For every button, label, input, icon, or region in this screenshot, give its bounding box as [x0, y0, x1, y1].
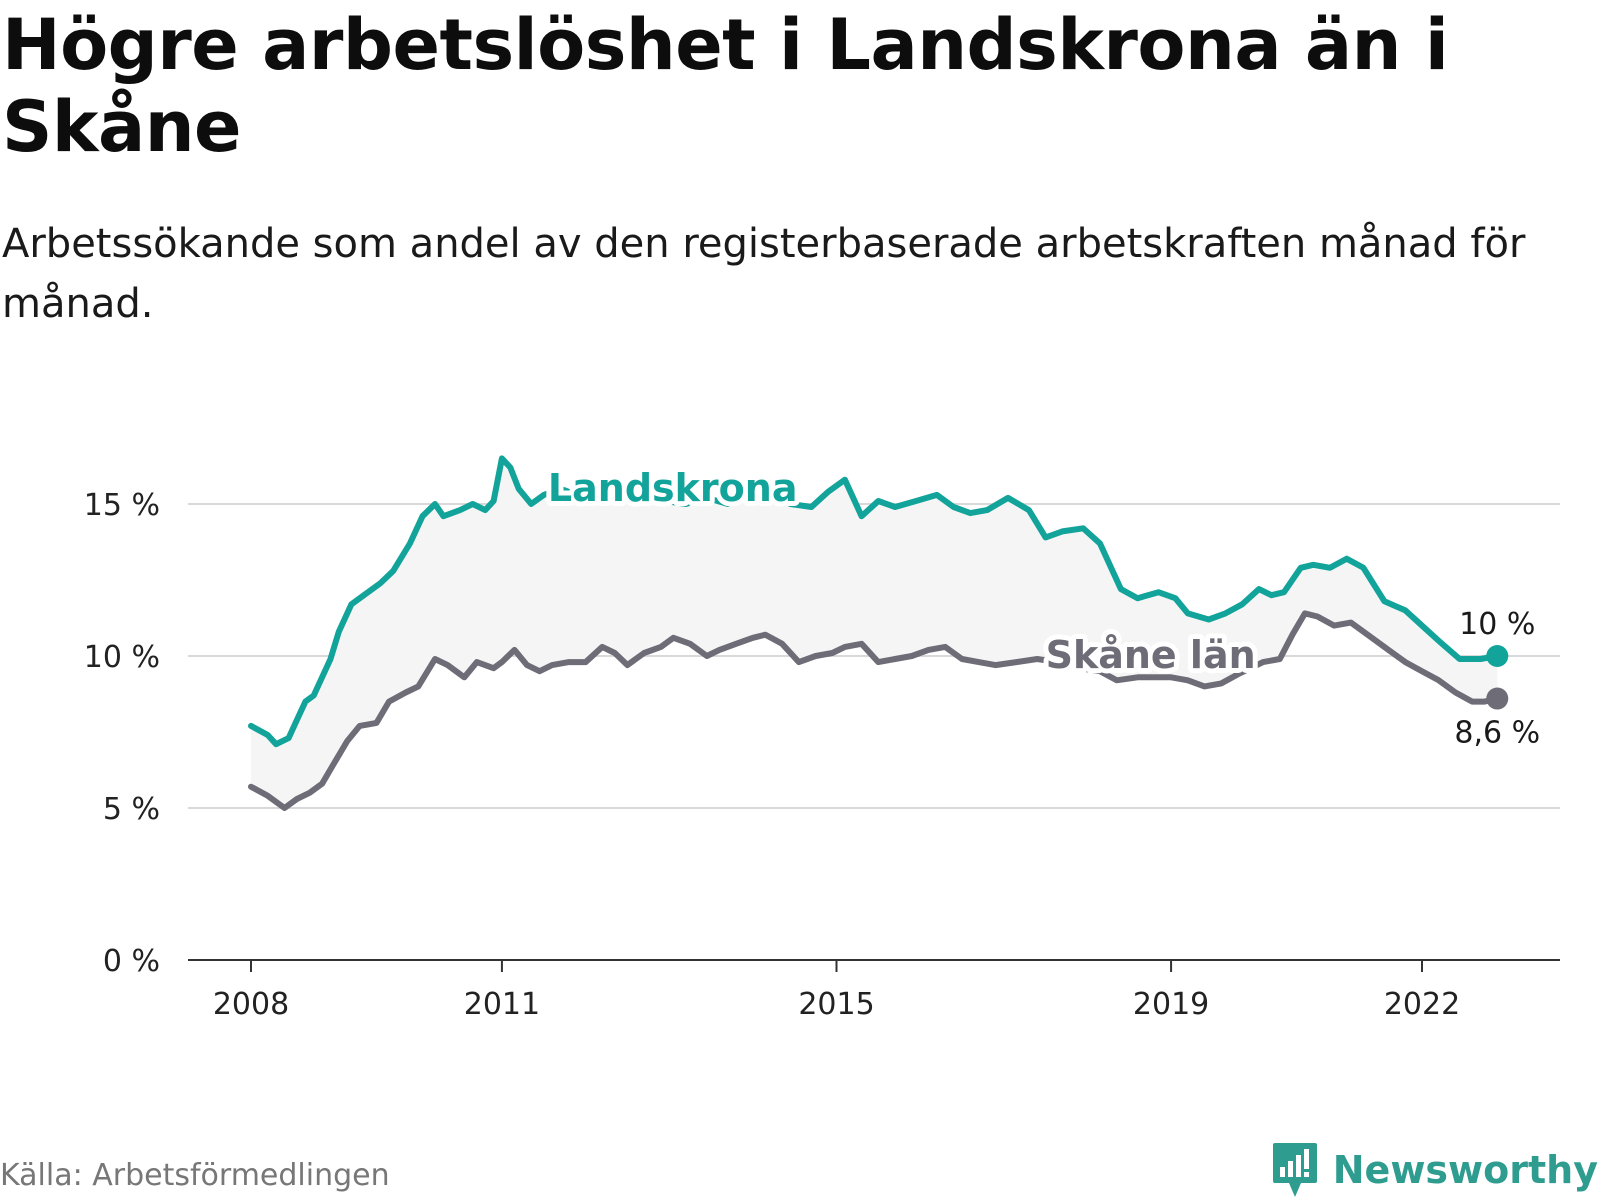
brand-name: Newsworthy — [1332, 1148, 1598, 1192]
x-tick-label-2015: 2015 — [798, 987, 874, 1022]
x-tick-label-2011: 2011 — [464, 987, 540, 1022]
end-value-landskrona: 10 % — [1459, 607, 1535, 642]
x-tick-label-2022: 2022 — [1384, 987, 1460, 1022]
source-note: Källa: Arbetsförmedlingen — [0, 1158, 390, 1193]
series-line-landskrona-end-point — [1486, 645, 1509, 667]
brand-logo: Newsworthy — [1271, 1140, 1598, 1200]
series-labels: Landskrona Skåne län 10 % 8,6 % — [543, 461, 1545, 756]
x-axis-ticks: 2008 2011 2015 2019 2022 — [213, 960, 1460, 1022]
x-tick-label-2019: 2019 — [1133, 987, 1209, 1022]
newsworthy-logo-icon — [1272, 1143, 1317, 1197]
x-tick-label-2008: 2008 — [213, 987, 289, 1022]
end-value-skane: 8,6 % — [1454, 716, 1540, 751]
series-line-skane — [248, 610, 1501, 811]
y-tick-label-5: 5 % — [103, 792, 160, 827]
y-tick-label-15: 15 % — [84, 488, 160, 523]
line-chart: 0 % 5 % 10 % 15 % 2008 2011 2015 2019 2022 Land… — [84, 455, 1560, 1022]
chart-subtitle: Arbetssökande som andel av den registerb… — [2, 221, 1526, 327]
y-tick-label-10: 10 % — [84, 640, 160, 675]
chart-title: Högre arbetslöshet i Landskrona än i Skå… — [2, 4, 1449, 168]
series-label-landskrona: Landskrona — [548, 466, 798, 510]
series-line-skane-end-point — [1486, 687, 1509, 710]
series-lines — [248, 455, 1509, 811]
series-line-landskrona — [248, 455, 1501, 748]
series-label-skane: Skåne län — [1046, 633, 1256, 677]
y-tick-label-0: 0 % — [103, 944, 160, 979]
y-axis-tick-labels: 0 % 5 % 10 % 15 % — [84, 488, 160, 979]
area-between-series — [251, 458, 1498, 808]
